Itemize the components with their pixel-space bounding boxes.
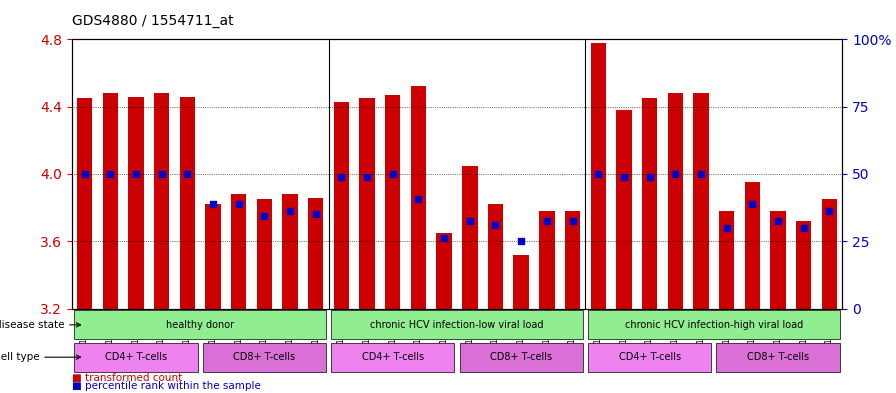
Point xyxy=(206,201,220,208)
FancyBboxPatch shape xyxy=(74,343,197,372)
Point xyxy=(694,171,708,177)
Point xyxy=(308,211,323,218)
Point xyxy=(154,171,168,177)
Text: chronic HCV infection-high viral load: chronic HCV infection-high viral load xyxy=(625,320,803,330)
Point xyxy=(385,171,400,177)
FancyBboxPatch shape xyxy=(74,310,326,340)
Point xyxy=(77,171,91,177)
Point xyxy=(642,174,657,180)
Point xyxy=(334,174,349,180)
Bar xyxy=(642,98,658,309)
Point xyxy=(411,196,426,202)
Bar xyxy=(616,110,632,309)
Point xyxy=(591,171,606,177)
FancyBboxPatch shape xyxy=(717,343,840,372)
Bar xyxy=(359,98,375,309)
Bar xyxy=(513,255,529,309)
Text: ■ percentile rank within the sample: ■ percentile rank within the sample xyxy=(72,381,261,391)
Point xyxy=(103,171,117,177)
Text: ■ transformed count: ■ transformed count xyxy=(72,373,182,383)
Point xyxy=(719,225,734,231)
Point xyxy=(514,238,529,244)
Bar xyxy=(205,204,220,309)
Text: healthy donor: healthy donor xyxy=(166,320,234,330)
Bar xyxy=(771,211,786,309)
Point xyxy=(488,221,503,228)
Bar xyxy=(462,165,478,309)
Bar xyxy=(102,93,118,309)
Point xyxy=(616,174,631,180)
Point xyxy=(180,171,194,177)
Bar xyxy=(539,211,555,309)
FancyBboxPatch shape xyxy=(332,343,454,372)
Point xyxy=(745,201,760,208)
Bar xyxy=(231,194,246,309)
Point xyxy=(823,208,837,214)
Point xyxy=(668,171,683,177)
Point xyxy=(129,171,143,177)
Point xyxy=(437,235,452,241)
Point xyxy=(231,201,246,208)
Bar xyxy=(822,199,837,309)
Text: CD8+ T-cells: CD8+ T-cells xyxy=(233,352,296,362)
Bar xyxy=(564,211,581,309)
Text: CD8+ T-cells: CD8+ T-cells xyxy=(747,352,809,362)
Point xyxy=(462,218,477,224)
Point xyxy=(283,208,297,214)
Bar xyxy=(668,93,683,309)
Text: GDS4880 / 1554711_at: GDS4880 / 1554711_at xyxy=(72,13,233,28)
Bar xyxy=(385,95,401,309)
Point xyxy=(771,218,785,224)
Bar xyxy=(333,102,349,309)
Point xyxy=(797,225,811,231)
Bar xyxy=(256,199,272,309)
Text: cell type: cell type xyxy=(0,352,81,362)
FancyBboxPatch shape xyxy=(202,343,326,372)
Bar xyxy=(436,233,452,309)
Bar xyxy=(745,182,760,309)
Point xyxy=(565,218,580,224)
Bar xyxy=(719,211,735,309)
Bar xyxy=(154,93,169,309)
Bar xyxy=(796,221,812,309)
Bar xyxy=(308,198,323,309)
Point xyxy=(360,174,375,180)
Point xyxy=(539,218,554,224)
FancyBboxPatch shape xyxy=(332,310,582,340)
Point xyxy=(257,213,271,219)
Text: chronic HCV infection-low viral load: chronic HCV infection-low viral load xyxy=(370,320,544,330)
Bar xyxy=(179,97,195,309)
Bar xyxy=(590,43,606,309)
Text: CD4+ T-cells: CD4+ T-cells xyxy=(105,352,167,362)
Bar xyxy=(410,86,426,309)
Bar xyxy=(77,98,92,309)
Bar xyxy=(694,93,709,309)
Text: CD8+ T-cells: CD8+ T-cells xyxy=(490,352,552,362)
Text: CD4+ T-cells: CD4+ T-cells xyxy=(618,352,681,362)
Bar xyxy=(487,204,504,309)
Bar xyxy=(128,97,143,309)
FancyBboxPatch shape xyxy=(588,310,840,340)
Text: CD4+ T-cells: CD4+ T-cells xyxy=(362,352,424,362)
Text: disease state: disease state xyxy=(0,320,81,330)
Bar xyxy=(282,194,297,309)
FancyBboxPatch shape xyxy=(460,343,582,372)
FancyBboxPatch shape xyxy=(588,343,711,372)
